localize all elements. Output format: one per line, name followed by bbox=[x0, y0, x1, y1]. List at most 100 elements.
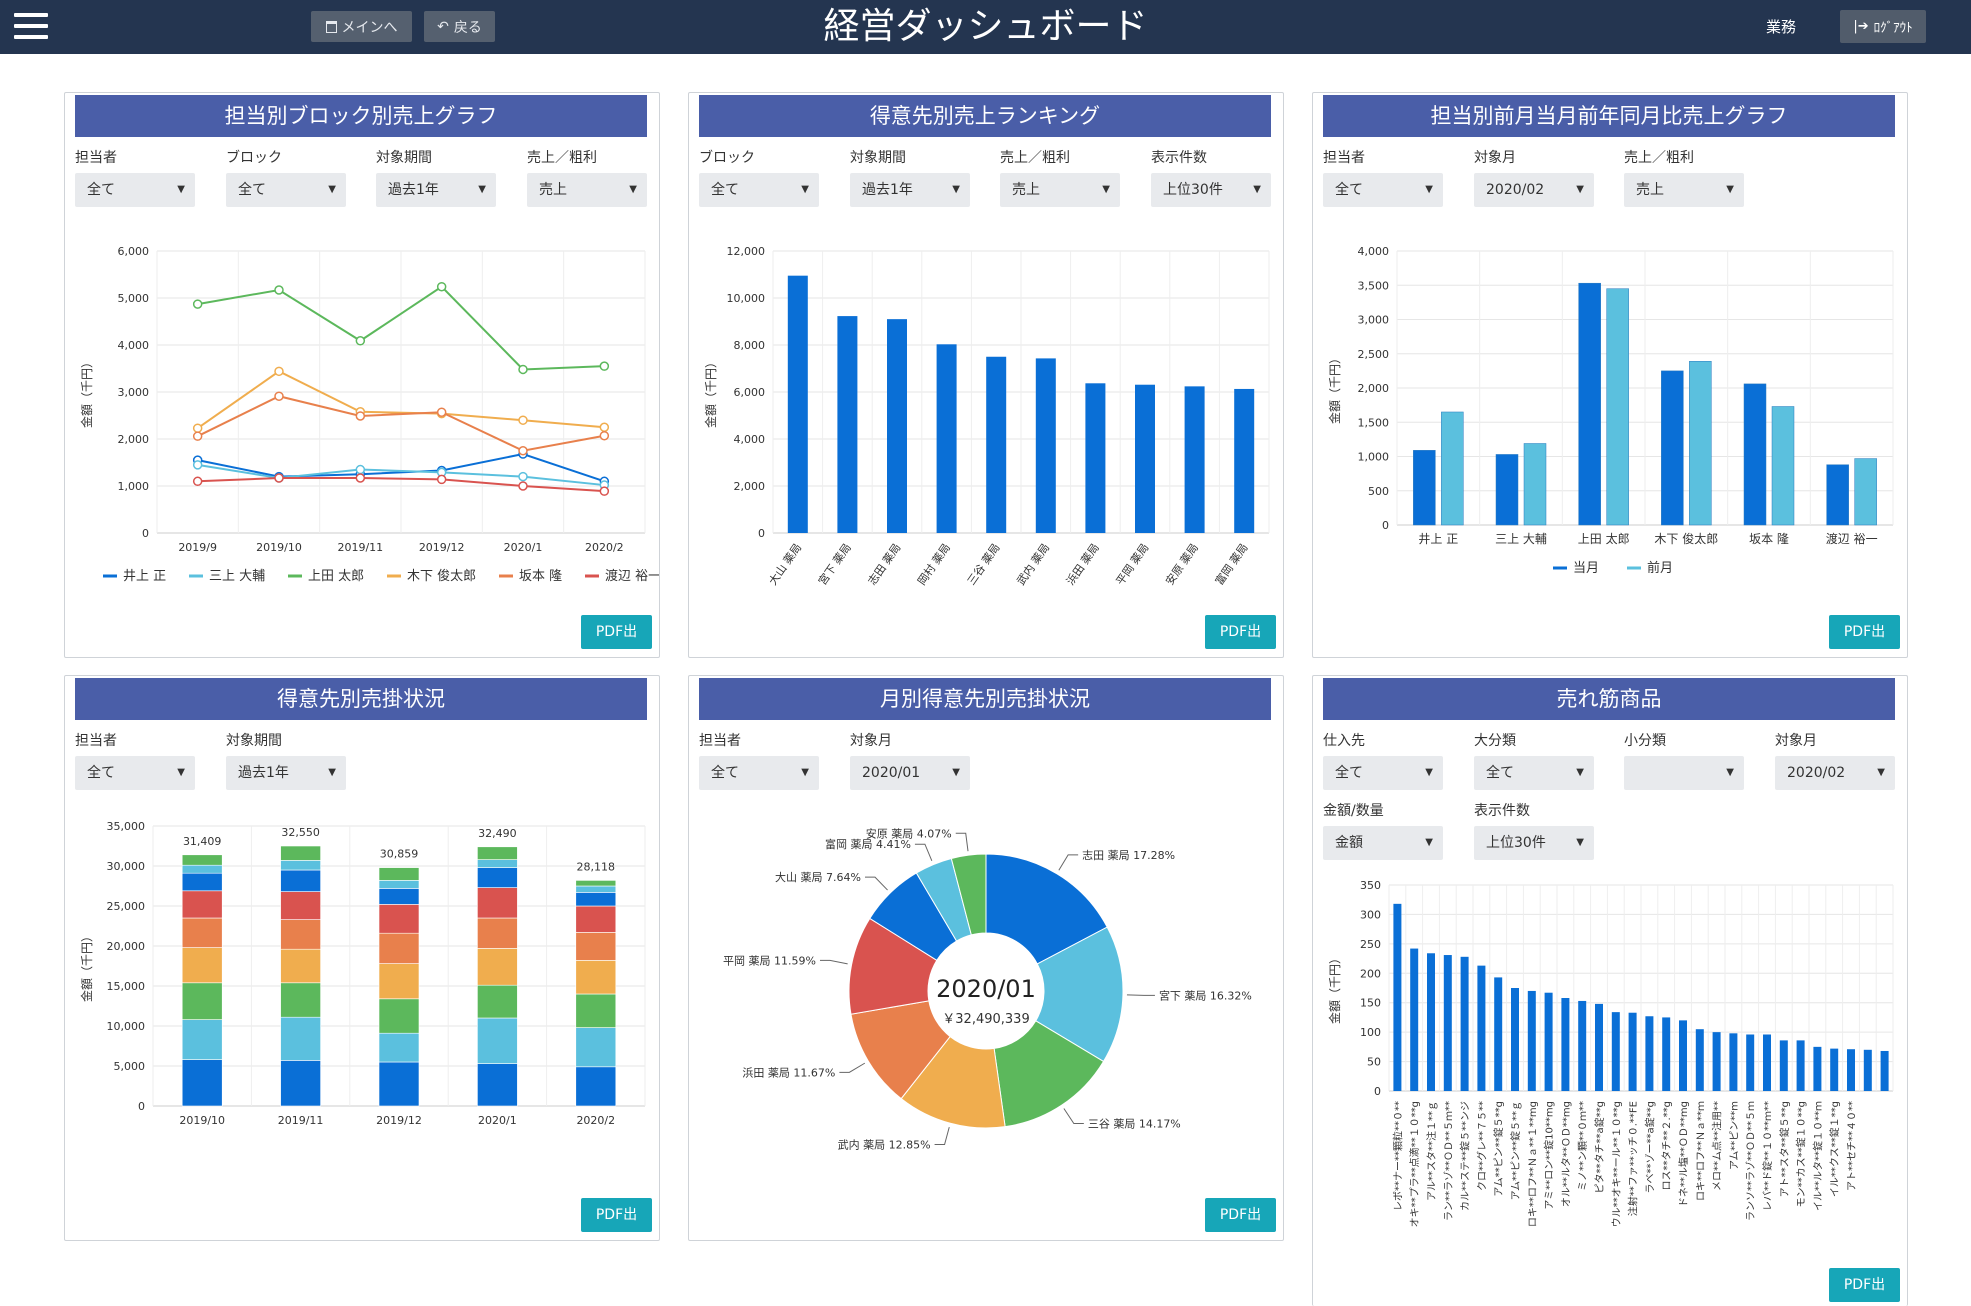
pdf-export-button[interactable]: PDF出 bbox=[1205, 1198, 1276, 1232]
dropdown-arrow-icon: ▼ bbox=[1877, 756, 1885, 790]
period-select[interactable]: 過去1年▼ bbox=[226, 756, 346, 790]
rep-select[interactable]: 全て▼ bbox=[75, 756, 195, 790]
supplier-select[interactable]: 全て▼ bbox=[1323, 756, 1443, 790]
bar bbox=[1744, 384, 1766, 525]
stack-segment bbox=[281, 1017, 321, 1060]
pdf-export-button[interactable]: PDF出 bbox=[1829, 1268, 1900, 1302]
block-select[interactable]: 全て▼ bbox=[699, 173, 819, 207]
sales-profit-select[interactable]: 売上▼ bbox=[527, 173, 647, 207]
bar bbox=[1661, 371, 1683, 525]
stack-segment bbox=[281, 870, 321, 892]
period-select[interactable]: 過去1年▼ bbox=[850, 173, 970, 207]
x-tick-label: 2019/9 bbox=[178, 541, 217, 554]
y-tick-label: 12,000 bbox=[727, 245, 766, 258]
x-tick-label: オキ**プラ**点滴**１０**g bbox=[1408, 1101, 1421, 1227]
legend-label: 坂本 隆 bbox=[519, 569, 562, 584]
bar bbox=[1524, 443, 1546, 525]
data-point bbox=[519, 416, 527, 424]
bar bbox=[1780, 1040, 1788, 1091]
bar bbox=[1645, 1016, 1653, 1091]
logout-label: ﾛｸﾞｱｳﾄ bbox=[1874, 17, 1913, 36]
pdf-export-button[interactable]: PDF出 bbox=[1205, 615, 1276, 649]
month-select[interactable]: 2020/02▼ bbox=[1775, 756, 1895, 790]
block-select[interactable]: 全て▼ bbox=[226, 173, 346, 207]
x-tick-label: クロ**グレ**７５** bbox=[1475, 1101, 1488, 1191]
y-tick-label: 0 bbox=[1382, 519, 1389, 532]
y-tick-label: 25,000 bbox=[107, 900, 146, 913]
stack-segment bbox=[576, 1067, 616, 1106]
amount-quantity-select[interactable]: 金額▼ bbox=[1323, 826, 1443, 860]
data-point bbox=[194, 424, 202, 432]
bar bbox=[1410, 949, 1418, 1091]
rep-select[interactable]: 全て▼ bbox=[75, 173, 195, 207]
sales-profit-select[interactable]: 売上▼ bbox=[1624, 173, 1744, 207]
legend-label: 木下 俊太郎 bbox=[407, 569, 476, 584]
month-select[interactable]: 2020/02▼ bbox=[1474, 173, 1594, 207]
y-tick-label: 3,000 bbox=[1358, 314, 1390, 327]
period-select[interactable]: 過去1年▼ bbox=[376, 173, 496, 207]
pdf-export-button[interactable]: PDF出 bbox=[581, 615, 652, 649]
y-tick-label: 6,000 bbox=[118, 245, 150, 258]
bar bbox=[1393, 904, 1401, 1091]
y-tick-label: 0 bbox=[142, 527, 149, 540]
stack-segment bbox=[379, 1062, 419, 1106]
y-tick-label: 2,000 bbox=[734, 480, 766, 493]
x-tick-label: 2020/2 bbox=[585, 541, 624, 554]
stack-segment bbox=[576, 932, 616, 960]
stack-segment bbox=[281, 920, 321, 950]
bar bbox=[1797, 1040, 1805, 1091]
stack-segment bbox=[182, 855, 222, 865]
bar bbox=[1545, 993, 1553, 1091]
filter-label: 大分類 bbox=[1474, 730, 1516, 750]
stack-segment bbox=[182, 948, 222, 983]
data-point bbox=[438, 408, 446, 416]
rep-select[interactable]: 全て▼ bbox=[699, 756, 819, 790]
x-tick-label: アム**ピン**錠５**g bbox=[1492, 1101, 1505, 1197]
bar bbox=[1595, 1004, 1603, 1091]
sales-profit-select[interactable]: 売上▼ bbox=[1000, 173, 1120, 207]
x-tick-label: 2020/1 bbox=[504, 541, 543, 554]
stack-segment bbox=[182, 1060, 222, 1106]
display-count-select[interactable]: 上位30件▼ bbox=[1151, 173, 1271, 207]
line-chart: 01,0002,0003,0004,0005,0006,000金額（千円）201… bbox=[65, 213, 659, 603]
x-tick-label: アミ**ロン**錠10**mg bbox=[1543, 1101, 1556, 1210]
filter-label: 売上／粗利 bbox=[1000, 147, 1070, 167]
y-axis-label: 金額（千円） bbox=[79, 356, 94, 428]
y-tick-label: 2,000 bbox=[118, 433, 150, 446]
panel-monthly-receivables: 月別得意先別売掛状況 担当者 対象月 全て▼ 2020/01▼ 志田 薬局 17… bbox=[688, 675, 1284, 1241]
x-tick-label: 2020/2 bbox=[576, 1114, 615, 1127]
label-leader-line bbox=[865, 877, 888, 890]
pdf-export-button[interactable]: PDF出 bbox=[1829, 615, 1900, 649]
total-label: 30,859 bbox=[380, 848, 419, 861]
stack-segment bbox=[477, 868, 517, 888]
y-tick-label: 3,000 bbox=[118, 386, 150, 399]
pdf-export-button[interactable]: PDF出 bbox=[581, 1198, 652, 1232]
data-point bbox=[356, 474, 364, 482]
bar bbox=[1629, 1013, 1637, 1091]
display-count-select[interactable]: 上位30件▼ bbox=[1474, 826, 1594, 860]
x-tick-label: ロキ**ロフ**Ｎａ**１**mg bbox=[1528, 1101, 1539, 1227]
bar bbox=[1427, 953, 1435, 1091]
y-tick-label: 150 bbox=[1360, 997, 1381, 1010]
minor-category-select[interactable]: ▼ bbox=[1624, 756, 1744, 790]
dropdown-arrow-icon: ▼ bbox=[1425, 756, 1433, 790]
legend-label: 前月 bbox=[1647, 560, 1673, 576]
y-tick-label: 4,000 bbox=[1358, 245, 1390, 258]
data-point bbox=[194, 461, 202, 469]
stack-segment bbox=[182, 1020, 222, 1060]
bar bbox=[788, 276, 808, 533]
panel-title: 担当別ブロック別売上グラフ bbox=[75, 95, 647, 137]
filter-label: 売上／粗利 bbox=[1624, 147, 1694, 167]
stack-segment bbox=[379, 888, 419, 904]
month-select[interactable]: 2020/01▼ bbox=[850, 756, 970, 790]
user-department: 業務 bbox=[1766, 16, 1796, 37]
page-title: 経営ダッシュボード bbox=[0, 5, 1971, 49]
logout-button[interactable]: |➔ ﾛｸﾞｱｳﾄ bbox=[1840, 10, 1926, 43]
slice-label: 武内 薬局 12.85% bbox=[838, 1138, 931, 1152]
slice-label: 宮下 薬局 16.32% bbox=[1159, 988, 1252, 1002]
x-tick-label: メロ**ム点**注用** bbox=[1711, 1101, 1724, 1191]
major-category-select[interactable]: 全て▼ bbox=[1474, 756, 1594, 790]
rep-select[interactable]: 全て▼ bbox=[1323, 173, 1443, 207]
dropdown-arrow-icon: ▼ bbox=[328, 173, 336, 207]
